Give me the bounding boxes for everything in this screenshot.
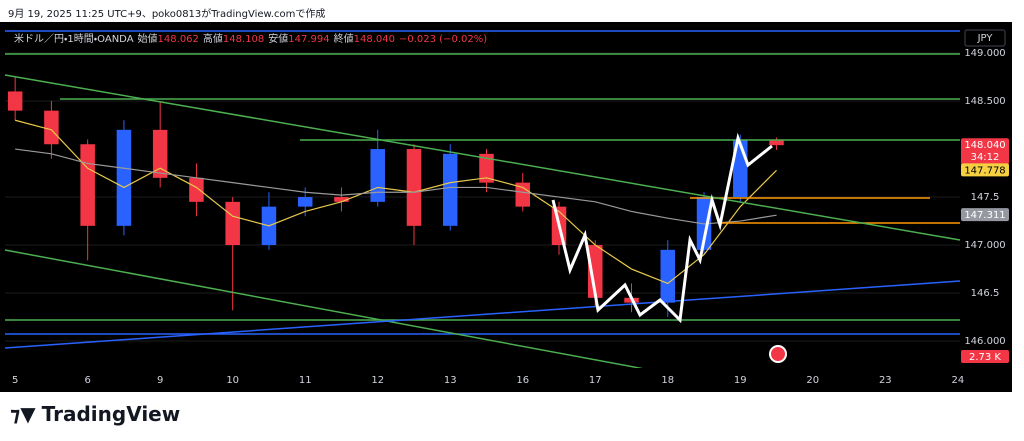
currency-box	[964, 29, 1006, 47]
x-tick-label: 16	[516, 375, 529, 386]
x-tick-label: 5	[12, 375, 18, 386]
candle-body	[297, 197, 313, 207]
candle-body	[152, 129, 168, 178]
ohlc-label: 安値	[268, 34, 289, 45]
brand: ⁊▼ TradingView	[10, 402, 180, 426]
candle-body	[225, 201, 240, 246]
x-tick-label: 13	[444, 375, 457, 386]
candle-body	[189, 177, 204, 202]
x-tick-label: 17	[589, 375, 602, 386]
candle-body	[7, 91, 23, 111]
candle-body	[80, 144, 95, 226]
chart: JPY 146.000 146.5 147.000 147.5 148.500 149.0…	[0, 22, 1012, 392]
candle-body	[660, 249, 676, 303]
x-tick-label: 9	[157, 375, 163, 386]
candle-body	[479, 153, 494, 183]
y-tick-label: 146.5	[971, 288, 1000, 299]
caption: 9月 19, 2025 11:25 UTC+9、poko0813がTrading…	[8, 9, 326, 20]
ohlc-value: 148.108	[222, 34, 265, 45]
y-tick-label: 147.5	[971, 192, 1000, 203]
x-tick-label: 6	[84, 375, 90, 386]
price-axis	[960, 22, 1012, 376]
x-tick-label: 12	[371, 375, 384, 386]
volume-label-box	[961, 350, 1009, 363]
x-tick-label: 11	[299, 375, 312, 386]
ohlc-value: 147.994	[288, 34, 330, 45]
trend-line	[4, 249, 651, 371]
x-tick-label: 24	[951, 375, 964, 386]
zigzag-drawing	[551, 132, 773, 324]
ohlc-label: 始値	[137, 34, 158, 45]
drawings	[4, 30, 968, 371]
ohlc-label: 終値	[333, 34, 354, 45]
candle-body	[442, 153, 458, 226]
price-label-box	[961, 163, 1009, 177]
brand-logo: ⁊▼	[10, 402, 36, 426]
ohlc-value: 148.040	[353, 34, 395, 45]
x-tick-label: 20	[806, 375, 819, 386]
moving-average	[14, 119, 777, 285]
candle-body	[769, 139, 784, 146]
y-tick-label: 149.000	[964, 48, 1005, 59]
price-label-box	[961, 138, 1009, 165]
brand-name: TradingView	[41, 402, 181, 426]
ohlc-label: 高値	[202, 34, 223, 45]
event-marker	[769, 345, 787, 363]
countdown: 34:12	[971, 152, 1000, 163]
candle-body	[515, 182, 530, 207]
y-tick-label: 147.000	[964, 240, 1005, 251]
grid	[5, 52, 960, 342]
price-label: 147.778	[964, 165, 1005, 176]
legend: 米ドル／円・1時間・OANDA 始値148.062 高値148.108 安値147.9…	[14, 30, 491, 45]
candle-body	[406, 149, 422, 226]
candle-body	[334, 197, 349, 202]
y-tick-label: 146.000	[964, 336, 1005, 347]
x-tick-label: 10	[226, 375, 239, 386]
price-label-box	[961, 208, 1009, 222]
candles	[7, 77, 784, 318]
change: −0.023 (−0.02%)	[398, 34, 488, 45]
symbol: 米ドル／円・1時間・OANDA	[14, 34, 134, 45]
price-label: 148.040	[964, 140, 1005, 151]
candle-body	[370, 149, 385, 202]
x-tick-label: 18	[661, 375, 674, 386]
candle-body	[588, 245, 603, 298]
y-tick-label: 148.500	[964, 96, 1005, 107]
candle-body	[116, 129, 132, 226]
volume-label: 2.73 K	[969, 352, 1001, 363]
x-tick-label: 19	[734, 375, 747, 386]
currency: JPY	[977, 33, 994, 44]
trend-line	[4, 280, 961, 349]
candle-body	[44, 110, 59, 145]
ohlc-value: 148.062	[157, 34, 199, 45]
price-label: 147.311	[964, 210, 1005, 221]
trend-line	[4, 74, 961, 241]
time-axis	[0, 368, 1012, 392]
moving-average	[15, 148, 777, 225]
x-tick-label: 23	[879, 375, 892, 386]
chart-background	[0, 22, 1012, 392]
